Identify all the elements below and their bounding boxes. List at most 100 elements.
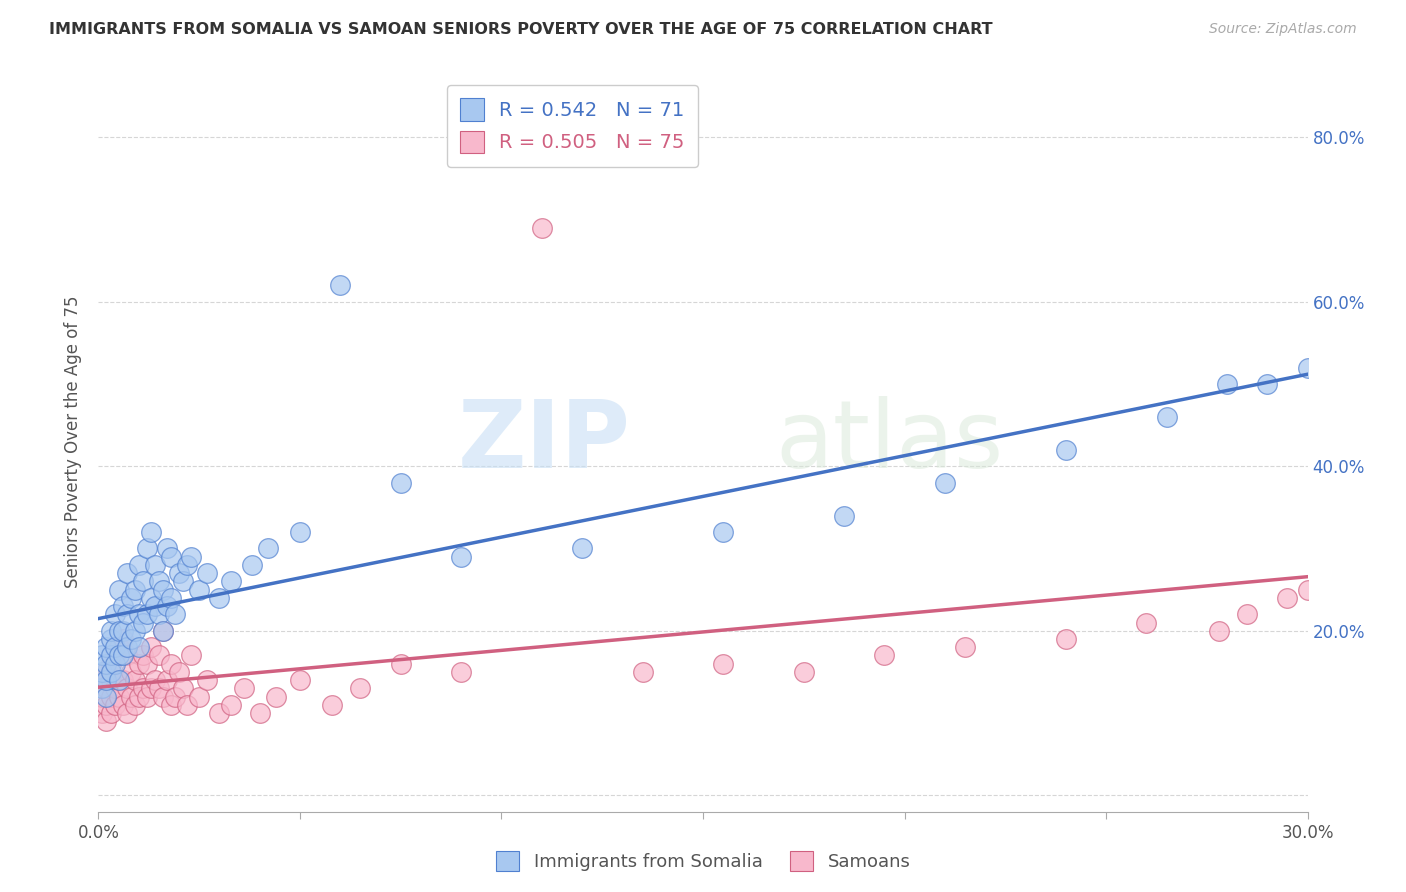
Point — [450, 549, 472, 564]
Point — [450, 665, 472, 679]
Point — [91, 681, 114, 696]
Point — [1208, 624, 1230, 638]
Point — [107, 690, 129, 704]
Point — [160, 657, 183, 671]
Point — [135, 541, 157, 556]
Point — [188, 582, 211, 597]
Point — [120, 632, 142, 646]
Point — [120, 665, 142, 679]
Point — [1277, 591, 1299, 605]
Point — [111, 599, 134, 613]
Point — [349, 681, 371, 696]
Point — [156, 541, 179, 556]
Point — [128, 558, 150, 572]
Legend: R = 0.542   N = 71, R = 0.505   N = 75: R = 0.542 N = 71, R = 0.505 N = 75 — [447, 85, 699, 167]
Point — [195, 566, 218, 581]
Point — [96, 657, 118, 671]
Point — [160, 698, 183, 712]
Point — [115, 566, 138, 581]
Point — [288, 673, 311, 687]
Point — [321, 698, 343, 712]
Point — [934, 475, 956, 490]
Point — [91, 706, 114, 720]
Point — [96, 681, 118, 696]
Point — [195, 673, 218, 687]
Point — [389, 475, 412, 490]
Point — [100, 632, 122, 646]
Point — [1296, 582, 1319, 597]
Point — [221, 574, 243, 589]
Text: ZIP: ZIP — [457, 395, 630, 488]
Point — [128, 657, 150, 671]
Point — [152, 582, 174, 597]
Point — [1156, 409, 1178, 424]
Point — [256, 541, 278, 556]
Point — [571, 541, 593, 556]
Point — [103, 648, 125, 663]
Point — [156, 599, 179, 613]
Point — [120, 591, 142, 605]
Point — [1216, 376, 1239, 391]
Point — [160, 591, 183, 605]
Point — [163, 690, 186, 704]
Point — [232, 681, 254, 696]
Point — [124, 673, 146, 687]
Point — [128, 607, 150, 622]
Point — [156, 673, 179, 687]
Point — [167, 566, 190, 581]
Point — [176, 558, 198, 572]
Point — [115, 648, 138, 663]
Point — [96, 698, 118, 712]
Point — [711, 657, 734, 671]
Point — [100, 690, 122, 704]
Point — [135, 607, 157, 622]
Point — [132, 574, 155, 589]
Text: IMMIGRANTS FROM SOMALIA VS SAMOAN SENIORS POVERTY OVER THE AGE OF 75 CORRELATION: IMMIGRANTS FROM SOMALIA VS SAMOAN SENIOR… — [49, 22, 993, 37]
Point — [91, 690, 114, 704]
Point — [132, 681, 155, 696]
Text: atlas: atlas — [776, 395, 1004, 488]
Point — [221, 698, 243, 712]
Point — [172, 574, 194, 589]
Point — [148, 681, 170, 696]
Point — [832, 508, 855, 523]
Point — [124, 624, 146, 638]
Point — [163, 607, 186, 622]
Point — [124, 582, 146, 597]
Point — [111, 632, 134, 646]
Point — [91, 673, 114, 687]
Point — [389, 657, 412, 671]
Point — [152, 690, 174, 704]
Point — [91, 665, 114, 679]
Point — [1357, 459, 1379, 474]
Point — [139, 640, 162, 655]
Point — [1337, 524, 1360, 539]
Point — [249, 706, 271, 720]
Point — [128, 690, 150, 704]
Point — [167, 665, 190, 679]
Point — [152, 624, 174, 638]
Point — [148, 648, 170, 663]
Point — [143, 599, 166, 613]
Point — [135, 690, 157, 704]
Point — [111, 624, 134, 638]
Point — [176, 698, 198, 712]
Point — [96, 714, 118, 729]
Point — [240, 558, 263, 572]
Point — [100, 657, 122, 671]
Point — [132, 648, 155, 663]
Point — [139, 681, 162, 696]
Point — [288, 524, 311, 539]
Point — [111, 648, 134, 663]
Point — [103, 657, 125, 671]
Point — [1296, 360, 1319, 375]
Point — [180, 549, 202, 564]
Point — [1236, 607, 1258, 622]
Point — [1135, 615, 1157, 630]
Point — [96, 665, 118, 679]
Point — [96, 673, 118, 687]
Point — [103, 640, 125, 655]
Point — [711, 524, 734, 539]
Point — [152, 624, 174, 638]
Point — [208, 706, 231, 720]
